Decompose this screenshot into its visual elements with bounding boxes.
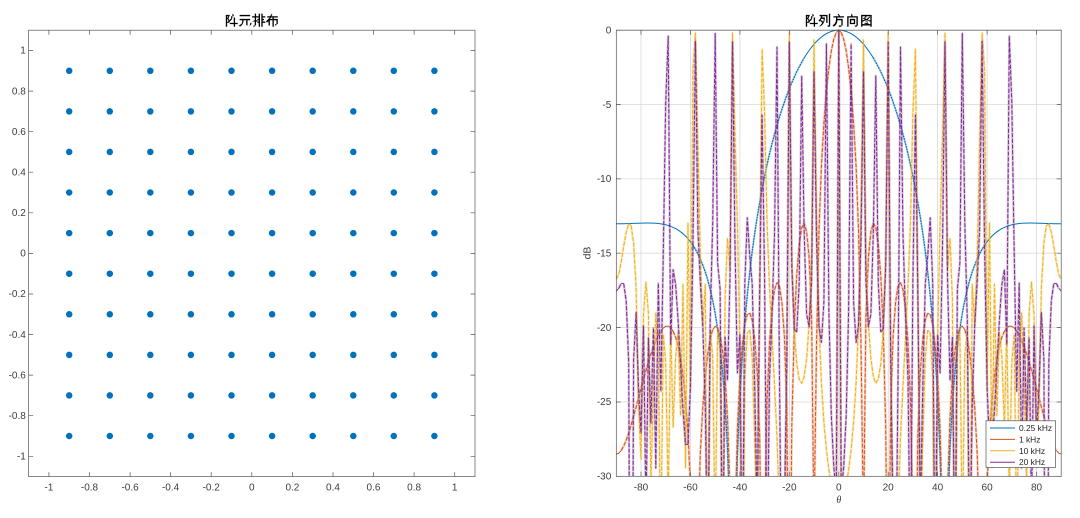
svg-text:0.6: 0.6 [12,127,26,138]
svg-text:1: 1 [20,46,26,57]
svg-text:-15: -15 [597,248,612,259]
svg-text:-20: -20 [782,482,797,493]
svg-text:10 kHz: 10 kHz [1019,446,1045,456]
svg-text:-0.2: -0.2 [203,483,221,494]
svg-text:-25: -25 [597,397,612,408]
svg-text:-0.4: -0.4 [9,330,27,341]
svg-text:20 kHz: 20 kHz [1019,457,1045,467]
svg-text:20: 20 [883,482,895,493]
svg-text:80: 80 [1031,482,1043,493]
svg-text:-80: -80 [634,482,649,493]
svg-text:-10: -10 [597,174,612,185]
svg-text:0.8: 0.8 [407,483,421,494]
svg-text:-0.8: -0.8 [81,483,99,494]
svg-text:-0.8: -0.8 [9,411,27,422]
svg-text:-1: -1 [44,483,53,494]
svg-text:0.2: 0.2 [12,208,26,219]
svg-text:0.8: 0.8 [12,86,26,97]
svg-text:-0.2: -0.2 [9,289,27,300]
svg-text:0: 0 [20,249,26,260]
svg-text:0.4: 0.4 [326,483,340,494]
svg-text:0: 0 [606,25,612,36]
svg-text:0: 0 [836,482,842,493]
svg-text:0: 0 [249,483,255,494]
svg-text:0.4: 0.4 [12,167,26,178]
svg-text:0.25 kHz: 0.25 kHz [1019,423,1052,433]
svg-text:40: 40 [932,482,944,493]
svg-text:-0.6: -0.6 [9,370,27,381]
svg-text:1: 1 [452,483,458,494]
svg-text:-30: -30 [597,472,612,483]
svg-text:60: 60 [982,482,994,493]
svg-text:-1: -1 [17,452,26,463]
svg-text:-60: -60 [683,482,698,493]
svg-text:0.6: 0.6 [367,483,381,494]
svg-text:-5: -5 [602,100,611,111]
svg-text:-20: -20 [597,323,612,334]
svg-text:1 kHz: 1 kHz [1019,434,1040,444]
svg-text:θ: θ [836,495,841,506]
svg-text:dB: dB [582,247,594,260]
svg-text:-40: -40 [733,482,748,493]
svg-text:-0.4: -0.4 [162,483,180,494]
svg-text:0.2: 0.2 [285,483,299,494]
svg-text:-0.6: -0.6 [121,483,139,494]
